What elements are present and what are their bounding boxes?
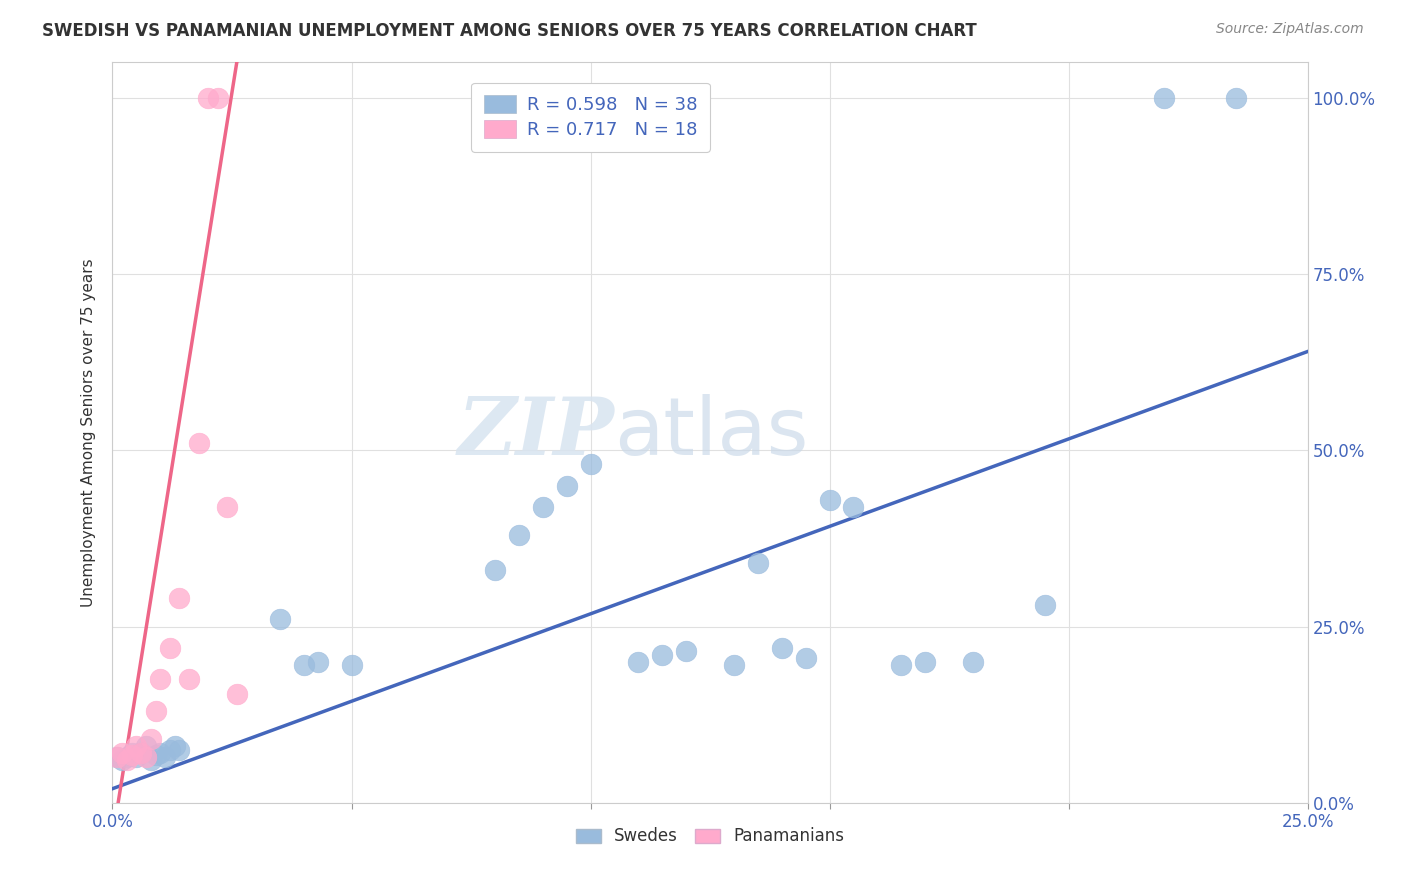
Point [842,500,865,514]
Legend: Swedes, Panamanians: Swedes, Panamanians [568,819,852,854]
Point [135,750,157,764]
Point [149,673,172,687]
Point [508,528,530,542]
Point [197,91,219,105]
Point [177,673,200,687]
Point [890,658,912,673]
Point [555,478,578,492]
Point [139,732,162,747]
Text: SWEDISH VS PANAMANIAN UNEMPLOYMENT AMONG SENIORS OVER 75 YEARS CORRELATION CHART: SWEDISH VS PANAMANIAN UNEMPLOYMENT AMONG… [42,22,977,40]
Point [169,743,191,757]
Point [111,747,134,761]
Point [292,658,315,673]
Point [169,591,191,606]
Y-axis label: Unemployment Among Seniors over 75 years: Unemployment Among Seniors over 75 years [80,259,96,607]
Point [818,492,841,507]
Point [121,747,143,761]
Point [139,754,162,768]
Point [914,655,936,669]
Point [225,686,247,700]
Point [125,750,148,764]
Point [1033,599,1056,613]
Point [269,612,291,626]
Point [531,500,554,514]
Text: Source: ZipAtlas.com: Source: ZipAtlas.com [1216,22,1364,37]
Point [115,750,138,764]
Point [627,655,650,669]
Text: atlas: atlas [614,393,808,472]
Point [675,644,697,658]
Point [153,750,176,764]
Point [129,747,152,761]
Point [163,739,186,754]
Point [484,563,506,577]
Point [159,743,181,757]
Point [217,500,239,514]
Point [1153,91,1175,105]
Point [121,747,143,762]
Point [794,651,817,665]
Point [723,658,745,673]
Point [145,747,167,762]
Point [207,91,229,105]
Point [159,640,181,655]
Point [145,704,167,718]
Point [111,754,134,768]
Point [135,739,157,754]
Point [105,750,128,764]
Text: ZIP: ZIP [457,394,614,471]
Point [105,750,128,764]
Point [129,747,152,761]
Point [747,556,769,570]
Point [651,648,673,662]
Point [149,747,172,761]
Point [770,640,793,655]
Point [125,739,148,754]
Point [1225,91,1247,105]
Point [340,658,363,673]
Point [115,754,138,768]
Point [187,436,209,450]
Point [307,655,329,669]
Point [579,458,602,472]
Point [962,655,984,669]
